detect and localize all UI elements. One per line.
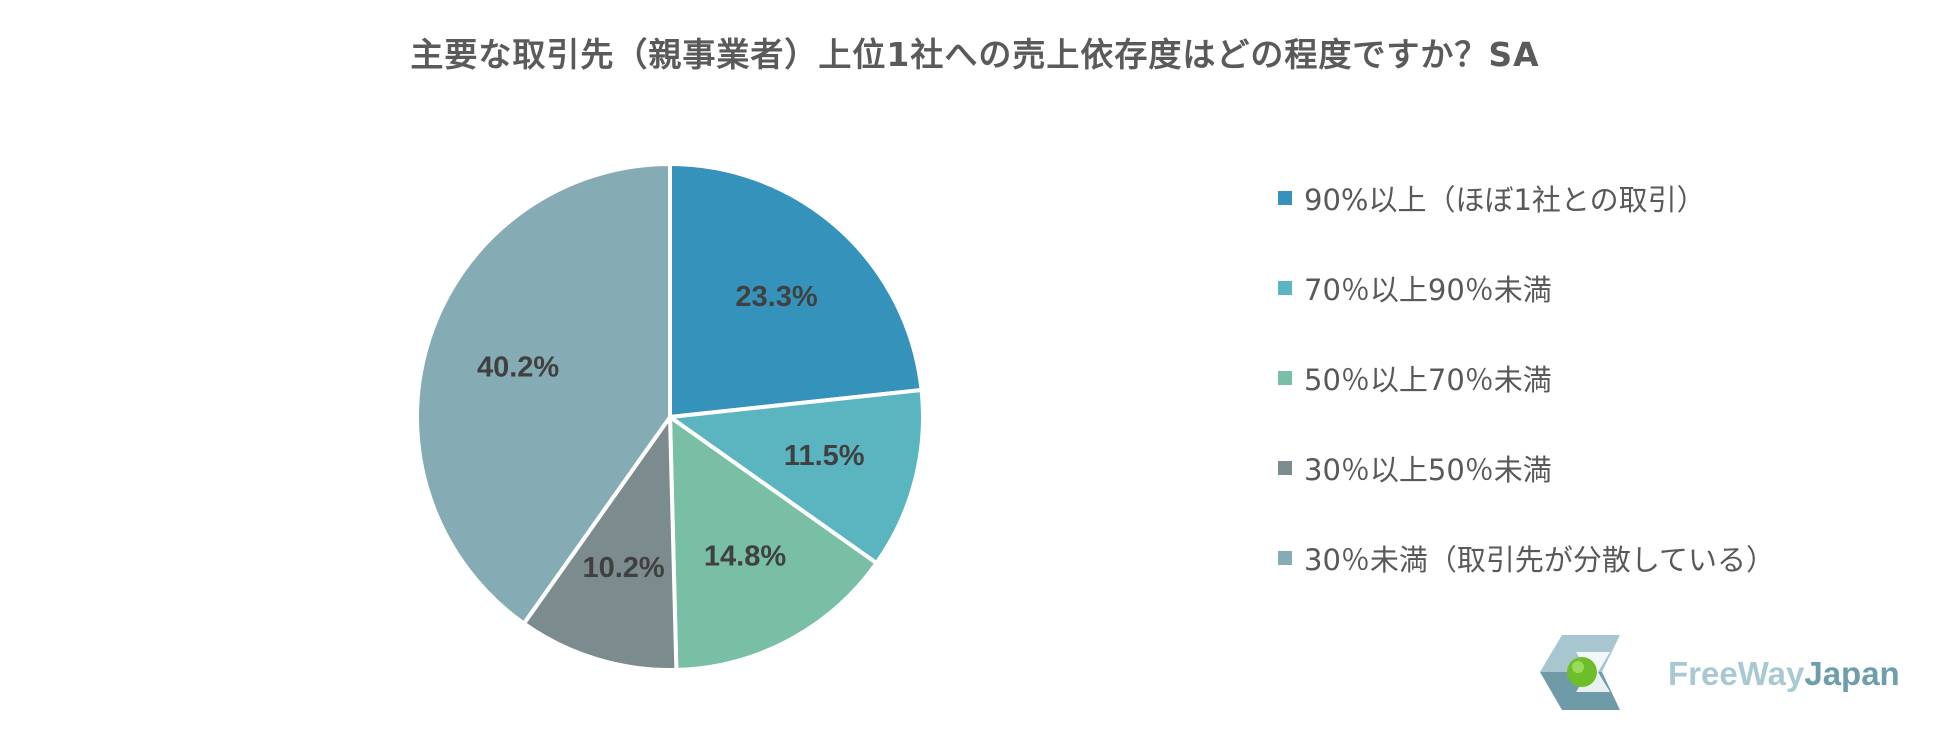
pie-slice-70-90 bbox=[668, 388, 925, 566]
legend-swatch-2 bbox=[1278, 371, 1292, 385]
legend-label: 70％以上90％未満 bbox=[1304, 273, 1552, 307]
legend-item: 70％以上90％未満 bbox=[1278, 268, 1775, 308]
pie-slice-under-30 bbox=[415, 162, 672, 626]
legend-swatch-0 bbox=[1278, 191, 1292, 205]
freewayjapan-logo bbox=[1540, 635, 1620, 710]
logo-mark-icon bbox=[1540, 635, 1620, 710]
legend-item: 90%以上（ほぼ1社との取引） bbox=[1278, 178, 1775, 218]
legend-label: 90%以上（ほぼ1社との取引） bbox=[1304, 183, 1706, 217]
legend-swatch-4 bbox=[1278, 551, 1292, 565]
pie-slice-90-plus bbox=[668, 162, 924, 419]
logo-text-free-way: FreeWay bbox=[1668, 655, 1805, 692]
data-label: 10.2% bbox=[582, 552, 664, 584]
chart-legend: 90%以上（ほぼ1社との取引） 70％以上90％未満 50％以上70％未満 30… bbox=[1278, 178, 1775, 628]
data-label: 14.8% bbox=[704, 540, 786, 572]
data-label: 23.3% bbox=[735, 281, 817, 313]
legend-item: 50％以上70％未満 bbox=[1278, 358, 1775, 398]
logo-text-japan: Japan bbox=[1804, 655, 1900, 692]
legend-label: 30％未満（取引先が分散している） bbox=[1304, 543, 1776, 577]
data-label: 40.2% bbox=[477, 351, 559, 383]
pie-slice-30-50 bbox=[521, 415, 679, 672]
pie-slice-50-70 bbox=[668, 415, 879, 672]
legend-item: 30％未満（取引先が分散している） bbox=[1278, 538, 1775, 578]
legend-item: 30％以上50％未満 bbox=[1278, 448, 1775, 488]
legend-label: 30％以上50％未満 bbox=[1304, 453, 1552, 487]
data-label: 11.5% bbox=[784, 440, 865, 472]
legend-swatch-3 bbox=[1278, 461, 1292, 475]
legend-swatch-1 bbox=[1278, 281, 1292, 295]
chart-title: 主要な取引先（親事業者）上位1社への売上依存度はどの程度ですか？SA bbox=[410, 35, 1540, 74]
legend-label: 50％以上70％未満 bbox=[1304, 363, 1552, 397]
logo-text: FreeWayJapan bbox=[1668, 655, 1900, 693]
